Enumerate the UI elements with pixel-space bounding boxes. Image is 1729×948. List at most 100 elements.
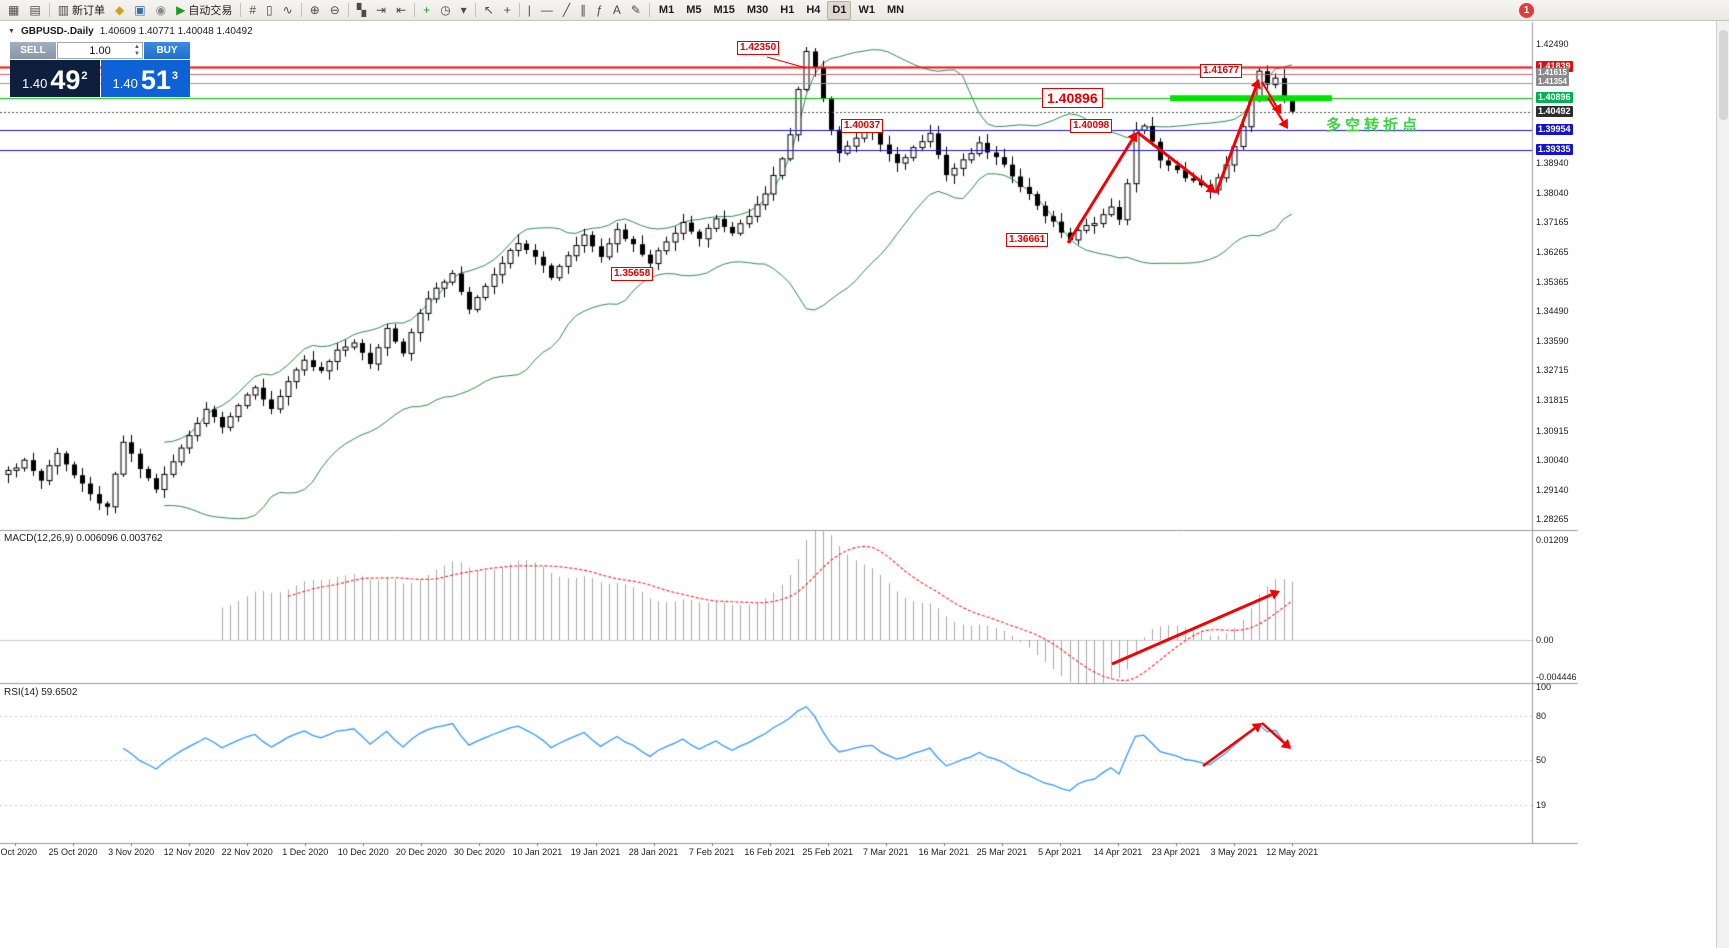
arrows-icon: ✎ (630, 2, 641, 17)
fibonacci-button[interactable]: ƒ (592, 1, 607, 20)
vertical-line-button[interactable]: | (524, 1, 535, 20)
tf-button-mn[interactable]: MN (882, 1, 909, 20)
cursor-icon: ↖ (483, 2, 494, 17)
trendline-button[interactable]: ╱ (559, 1, 574, 20)
lot-spinner[interactable]: ▲ ▼ (134, 44, 140, 58)
new-order-icon: ▥ (57, 2, 70, 17)
vertical-scrollbar[interactable] (1716, 0, 1729, 948)
window-list-button[interactable]: ▤ (25, 1, 44, 20)
autotrading-icon: ▶ (176, 2, 186, 17)
toolbar-separator (518, 3, 520, 17)
text-button[interactable]: A (609, 1, 625, 20)
symbol-header: ▼ GBPUSD-.Daily 1.40609 1.40771 1.40048 … (8, 26, 253, 37)
candlestick-chart-icon: ▯ (266, 2, 273, 17)
crosshair-button[interactable]: + (500, 1, 515, 20)
buy-price-pips: 51 (140, 65, 171, 95)
toolbar-separator (240, 3, 242, 17)
tf-button-m30[interactable]: M30 (742, 1, 773, 20)
tf-button-w1[interactable]: W1 (853, 1, 880, 20)
tile-windows-icon: ▚ (356, 2, 367, 17)
tf-button-d1-label: D1 (832, 4, 847, 16)
auto-scroll-button[interactable]: ⇥ (372, 1, 390, 20)
cursor-button[interactable]: ↖ (480, 1, 498, 20)
deposit-icon: ◆ (115, 2, 125, 17)
tile-windows-button[interactable]: ▚ (353, 1, 370, 20)
zoom-out-icon: ⊖ (329, 2, 340, 17)
tf-button-m1[interactable]: M1 (654, 1, 679, 20)
help-icon: ◉ (155, 2, 167, 17)
tf-button-h1[interactable]: H1 (775, 1, 799, 20)
chart-shift-icon: ⇤ (396, 2, 407, 17)
arrows-button[interactable]: ✎ (627, 1, 645, 20)
horizontal-line-button[interactable]: ― (537, 1, 557, 20)
market-watch-icon: ▣ (134, 2, 146, 17)
horizontal-line-icon: ― (540, 2, 553, 17)
rsi-pane-label: RSI(14) 59.6502 (4, 687, 78, 698)
bar-chart-icon: # (249, 2, 257, 17)
spinner-up-icon[interactable]: ▲ (134, 44, 140, 50)
tf-button-m15-label: M15 (713, 4, 735, 16)
fibonacci-icon: ƒ (596, 2, 603, 17)
toolbar-separator (648, 3, 650, 17)
scrollbar-thumb[interactable] (1719, 30, 1728, 120)
trendline-icon: ╱ (562, 2, 571, 17)
line-chart-icon: ∿ (282, 2, 293, 17)
buy-price-box[interactable]: 1.40 51 3 (100, 60, 190, 97)
tf-button-h1-label: H1 (780, 4, 795, 16)
line-chart-button[interactable]: ∿ (279, 1, 297, 20)
buy-button[interactable]: BUY (144, 42, 190, 59)
candlestick-chart-button[interactable]: ▯ (262, 1, 277, 20)
spinner-down-icon[interactable]: ▼ (134, 51, 140, 57)
one-click-trading-panel: SELL 1.00 ▲ ▼ BUY 1.40 49 2 1.40 51 3 (10, 42, 190, 97)
help-button[interactable]: ◉ (152, 1, 170, 20)
sell-price-box[interactable]: 1.40 49 2 (10, 60, 100, 97)
chart-window-button[interactable]: ▦ (4, 1, 23, 20)
macd-pane-label: MACD(12,26,9) 0.006096 0.003762 (4, 533, 163, 544)
periods-button[interactable]: ◷ (436, 1, 454, 20)
crosshair-icon: + (503, 2, 511, 17)
indicators-button[interactable]: + (419, 1, 434, 20)
sell-price-pips: 49 (50, 65, 81, 95)
chart-shift-button[interactable]: ⇤ (392, 1, 410, 20)
periods-icon: ◷ (440, 2, 451, 17)
sell-price-whole: 1.40 (22, 76, 48, 91)
toolbar-separator (474, 3, 476, 17)
templates-button[interactable]: ▾ (457, 1, 471, 20)
lot-size-input[interactable]: 1.00 ▲ ▼ (57, 42, 143, 59)
toolbar-separator (347, 3, 349, 17)
vertical-line-icon: | (527, 2, 531, 17)
zoom-out-button[interactable]: ⊖ (326, 1, 344, 20)
autotrading-button[interactable]: ▶ 自动交易 (172, 1, 236, 20)
new-order-button-label: 新订单 (72, 5, 106, 17)
tf-button-m30-label: M30 (746, 4, 769, 16)
tf-button-m15[interactable]: M15 (708, 1, 739, 20)
alert-badge[interactable]: 1 (1519, 3, 1534, 18)
lot-size-value: 1.00 (89, 44, 111, 57)
tf-button-h4[interactable]: H4 (801, 1, 825, 20)
toolbar-separator (414, 3, 416, 17)
toolbar-separator (300, 3, 302, 17)
window-list-icon: ▤ (29, 2, 41, 17)
tf-button-d1[interactable]: D1 (827, 0, 852, 20)
autotrading-button-label: 自动交易 (188, 5, 233, 17)
tf-button-h4-label: H4 (806, 4, 821, 16)
tf-button-m1-label: M1 (658, 4, 675, 16)
new-order-button[interactable]: ▥ 新订单 (54, 1, 109, 20)
tf-button-w1-label: W1 (858, 4, 875, 16)
bar-chart-button[interactable]: # (245, 1, 260, 20)
channel-button[interactable]: ∥ (576, 1, 590, 20)
sell-price-point: 2 (81, 70, 88, 82)
sell-button[interactable]: SELL (10, 42, 56, 59)
symbol-title: GBPUSD-.Daily (20, 26, 94, 37)
toolbar: ▦ ▤ ▥ 新订单 ◆ ▣ ◉ ▶ 自动交易 # ▯ ∿ ⊕ ⊖ ▚ ⇥ ⇤ + ◷ ▾ ↖ + | ― ╱ ∥ ƒ A ✎ M1 M5 M1… (0, 0, 1729, 21)
text-icon: A (612, 2, 621, 17)
tf-button-m5[interactable]: M5 (681, 1, 706, 20)
symbol-dropdown-icon[interactable]: ▼ (8, 28, 15, 35)
market-watch-button[interactable]: ▣ (130, 1, 149, 20)
templates-icon: ▾ (460, 2, 467, 17)
deposit-button[interactable]: ◆ (111, 1, 128, 20)
channel-icon: ∥ (580, 2, 587, 17)
zoom-in-button[interactable]: ⊕ (306, 1, 324, 20)
